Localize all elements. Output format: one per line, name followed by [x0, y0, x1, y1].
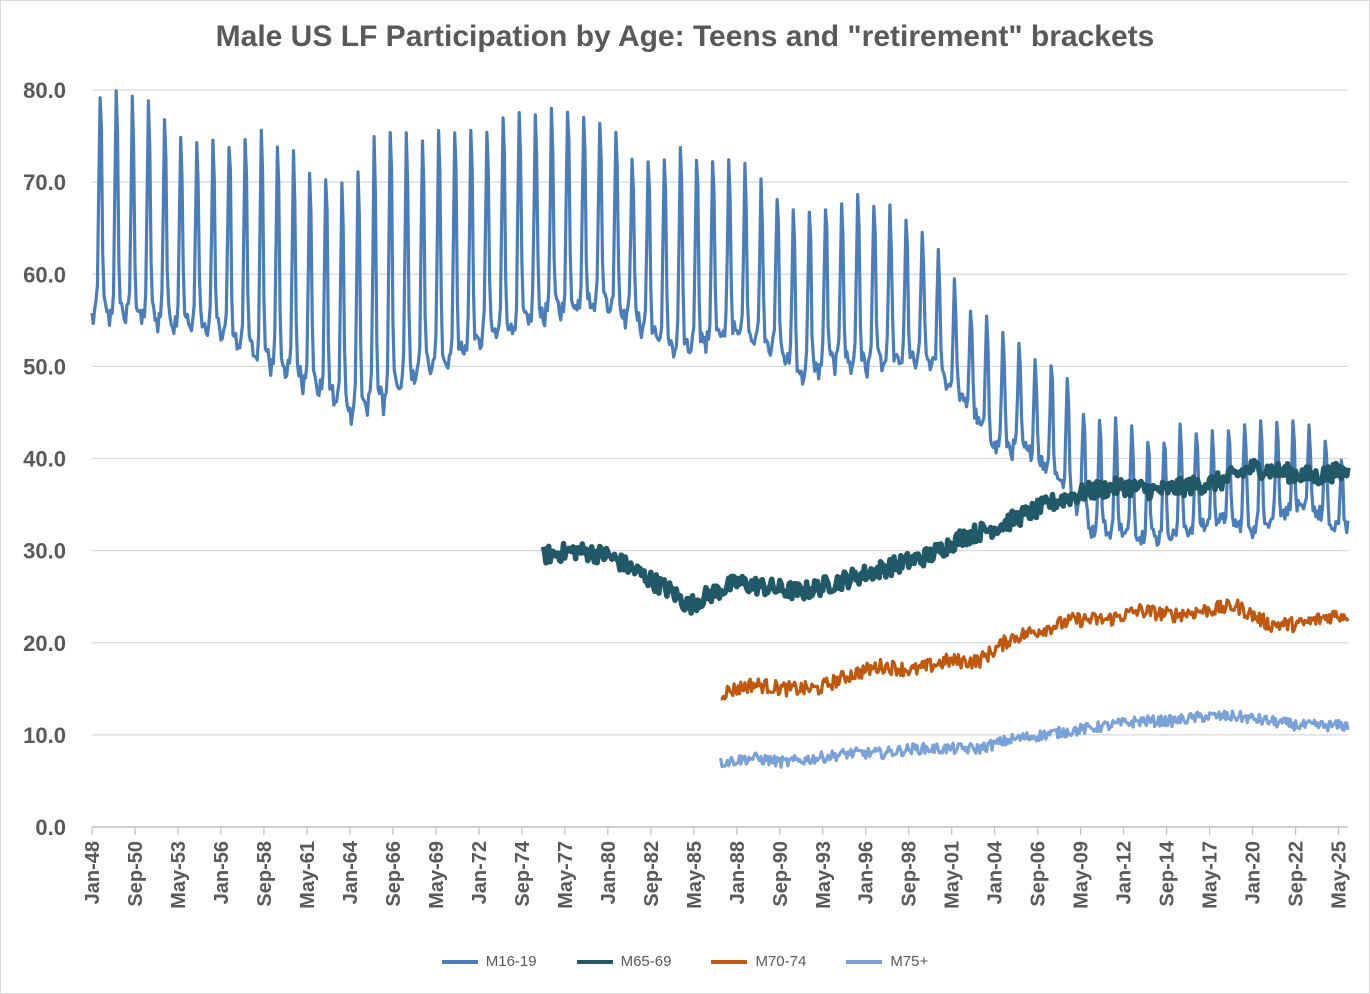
series-lines: [90, 89, 1351, 769]
legend-swatch: [846, 959, 883, 964]
x-tick-label: Sep-66: [383, 841, 405, 907]
x-tick-label: May-61: [297, 841, 319, 909]
series-line-m65-69: [540, 457, 1351, 616]
gridlines: [92, 89, 1348, 736]
x-tick-label: Sep-50: [125, 841, 147, 907]
x-tick-label: Jan-96: [856, 841, 878, 904]
x-tick-label: Jan-64: [340, 840, 362, 904]
x-tick-label: May-01: [942, 841, 964, 909]
x-tick-label: Sep-14: [1157, 840, 1179, 906]
y-tick-label: 30.0: [23, 539, 66, 564]
legend-swatch: [441, 959, 478, 964]
x-tick-label: Sep-98: [899, 841, 921, 907]
legend-label: M65-69: [620, 953, 672, 970]
x-tick-label: Jan-48: [82, 841, 104, 904]
y-tick-label: 80.0: [23, 78, 66, 103]
legend-swatch: [576, 959, 613, 964]
y-tick-label: 70.0: [23, 170, 66, 195]
series-line-m16-19: [90, 89, 1350, 547]
legend-entry-m70-74: M70-74: [711, 953, 806, 970]
x-tick-label: Jan-88: [727, 841, 749, 904]
x-tick-label: Jan-20: [1243, 841, 1265, 904]
axes: 0.0 10.0 20.0 30.0 40.0 50.0 60.0 70.0 80.0 Jan-4…: [23, 78, 1350, 909]
y-tick-label: 50.0: [23, 354, 66, 379]
legend-entry-m75+: M75+: [846, 953, 928, 970]
legend-label: M75+: [890, 953, 929, 970]
y-tick-label: 40.0: [23, 447, 66, 472]
x-tick-label: Sep-22: [1286, 841, 1308, 907]
x-tick-label: Jan-04: [985, 840, 1007, 904]
y-tick-label: 0.0: [35, 815, 66, 840]
legend-swatch: [711, 959, 748, 964]
legend-entry-m65-69: M65-69: [576, 953, 672, 970]
x-tick-label: May-25: [1329, 841, 1351, 909]
legend-label: M70-74: [755, 953, 807, 970]
y-tick-label: 60.0: [23, 262, 66, 287]
chart-title: Male US LF Participation by Age: Teens a…: [215, 20, 1155, 53]
x-tick-label: May-17: [1200, 841, 1222, 909]
x-tick-label: Sep-82: [641, 841, 663, 907]
x-tick-label: May-93: [813, 841, 835, 909]
y-tick-label: 20.0: [23, 631, 66, 656]
legend: M16-19 M65-69 M70-74 M75+: [0, 953, 1370, 970]
x-tick-label: May-85: [684, 841, 706, 909]
x-tick-label: May-53: [168, 841, 190, 909]
series-line-m75+: [719, 709, 1350, 769]
x-tick-label: Jan-12: [1114, 841, 1136, 904]
x-tick-label: Sep-90: [770, 841, 792, 907]
x-tick-label: May-69: [426, 841, 448, 909]
series-line-m70-74: [720, 598, 1350, 701]
x-tick-label: May-09: [1071, 841, 1093, 909]
legend-label: M16-19: [485, 953, 537, 970]
x-tick-label: Jan-72: [469, 841, 491, 904]
x-tick-label: Sep-06: [1028, 841, 1050, 907]
x-tick-label: Jan-80: [598, 841, 620, 904]
x-tick-label: May-77: [555, 841, 577, 909]
legend-entry-m16-19: M16-19: [441, 953, 537, 970]
x-tick-label: Sep-58: [254, 841, 276, 907]
x-tick-label: Jan-56: [211, 841, 233, 904]
x-tick-label: Sep-74: [512, 840, 534, 906]
y-tick-label: 10.0: [23, 723, 66, 748]
